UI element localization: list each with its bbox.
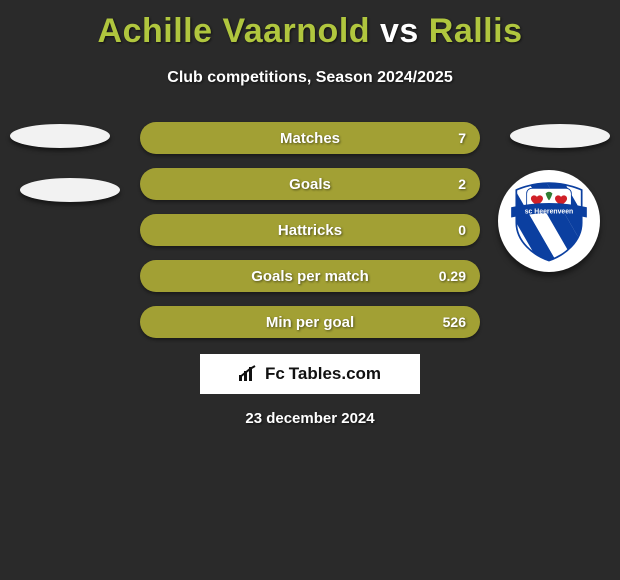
subtitle: Club competitions, Season 2024/2025 — [0, 69, 620, 87]
title-player1: Achille Vaarnold — [98, 12, 371, 50]
stat-label: Goals per match — [251, 268, 369, 285]
stat-label: Min per goal — [266, 314, 354, 331]
stat-row-min-per-goal: Min per goal 526 — [140, 306, 480, 338]
stat-label: Goals — [289, 176, 331, 193]
title-vs: vs — [370, 12, 429, 50]
left-club-placeholder-1 — [10, 124, 110, 148]
brand-suffix: Tables.com — [289, 364, 381, 384]
stat-label: Matches — [280, 130, 340, 147]
stat-value: 7 — [458, 130, 466, 146]
stat-row-hattricks: Hattricks 0 — [140, 214, 480, 246]
stat-row-goals-per-match: Goals per match 0.29 — [140, 260, 480, 292]
page-title: Achille Vaarnold vs Rallis — [0, 0, 620, 51]
stat-row-matches: Matches 7 — [140, 122, 480, 154]
left-club-placeholder-2 — [20, 178, 120, 202]
stat-value: 526 — [443, 314, 466, 330]
stats-panel: Matches 7 Goals 2 Hattricks 0 Goals per … — [140, 122, 480, 352]
stat-value: 2 — [458, 176, 466, 192]
heerenveen-crest-icon: sc Heerenveen — [506, 178, 592, 264]
brand-box: FcTables.com — [200, 354, 420, 394]
brand-prefix: Fc — [265, 364, 285, 384]
chart-bars-icon — [239, 365, 261, 383]
right-club-placeholder — [510, 124, 610, 148]
stat-row-goals: Goals 2 — [140, 168, 480, 200]
stat-label: Hattricks — [278, 222, 342, 239]
stat-value: 0 — [458, 222, 466, 238]
club-badge-heerenveen: sc Heerenveen — [498, 170, 600, 272]
generated-date: 23 december 2024 — [0, 410, 620, 427]
svg-text:sc Heerenveen: sc Heerenveen — [525, 208, 574, 215]
title-player2: Rallis — [429, 12, 523, 50]
comparison-card: Achille Vaarnold vs Rallis Club competit… — [0, 0, 620, 580]
stat-value: 0.29 — [439, 268, 466, 284]
